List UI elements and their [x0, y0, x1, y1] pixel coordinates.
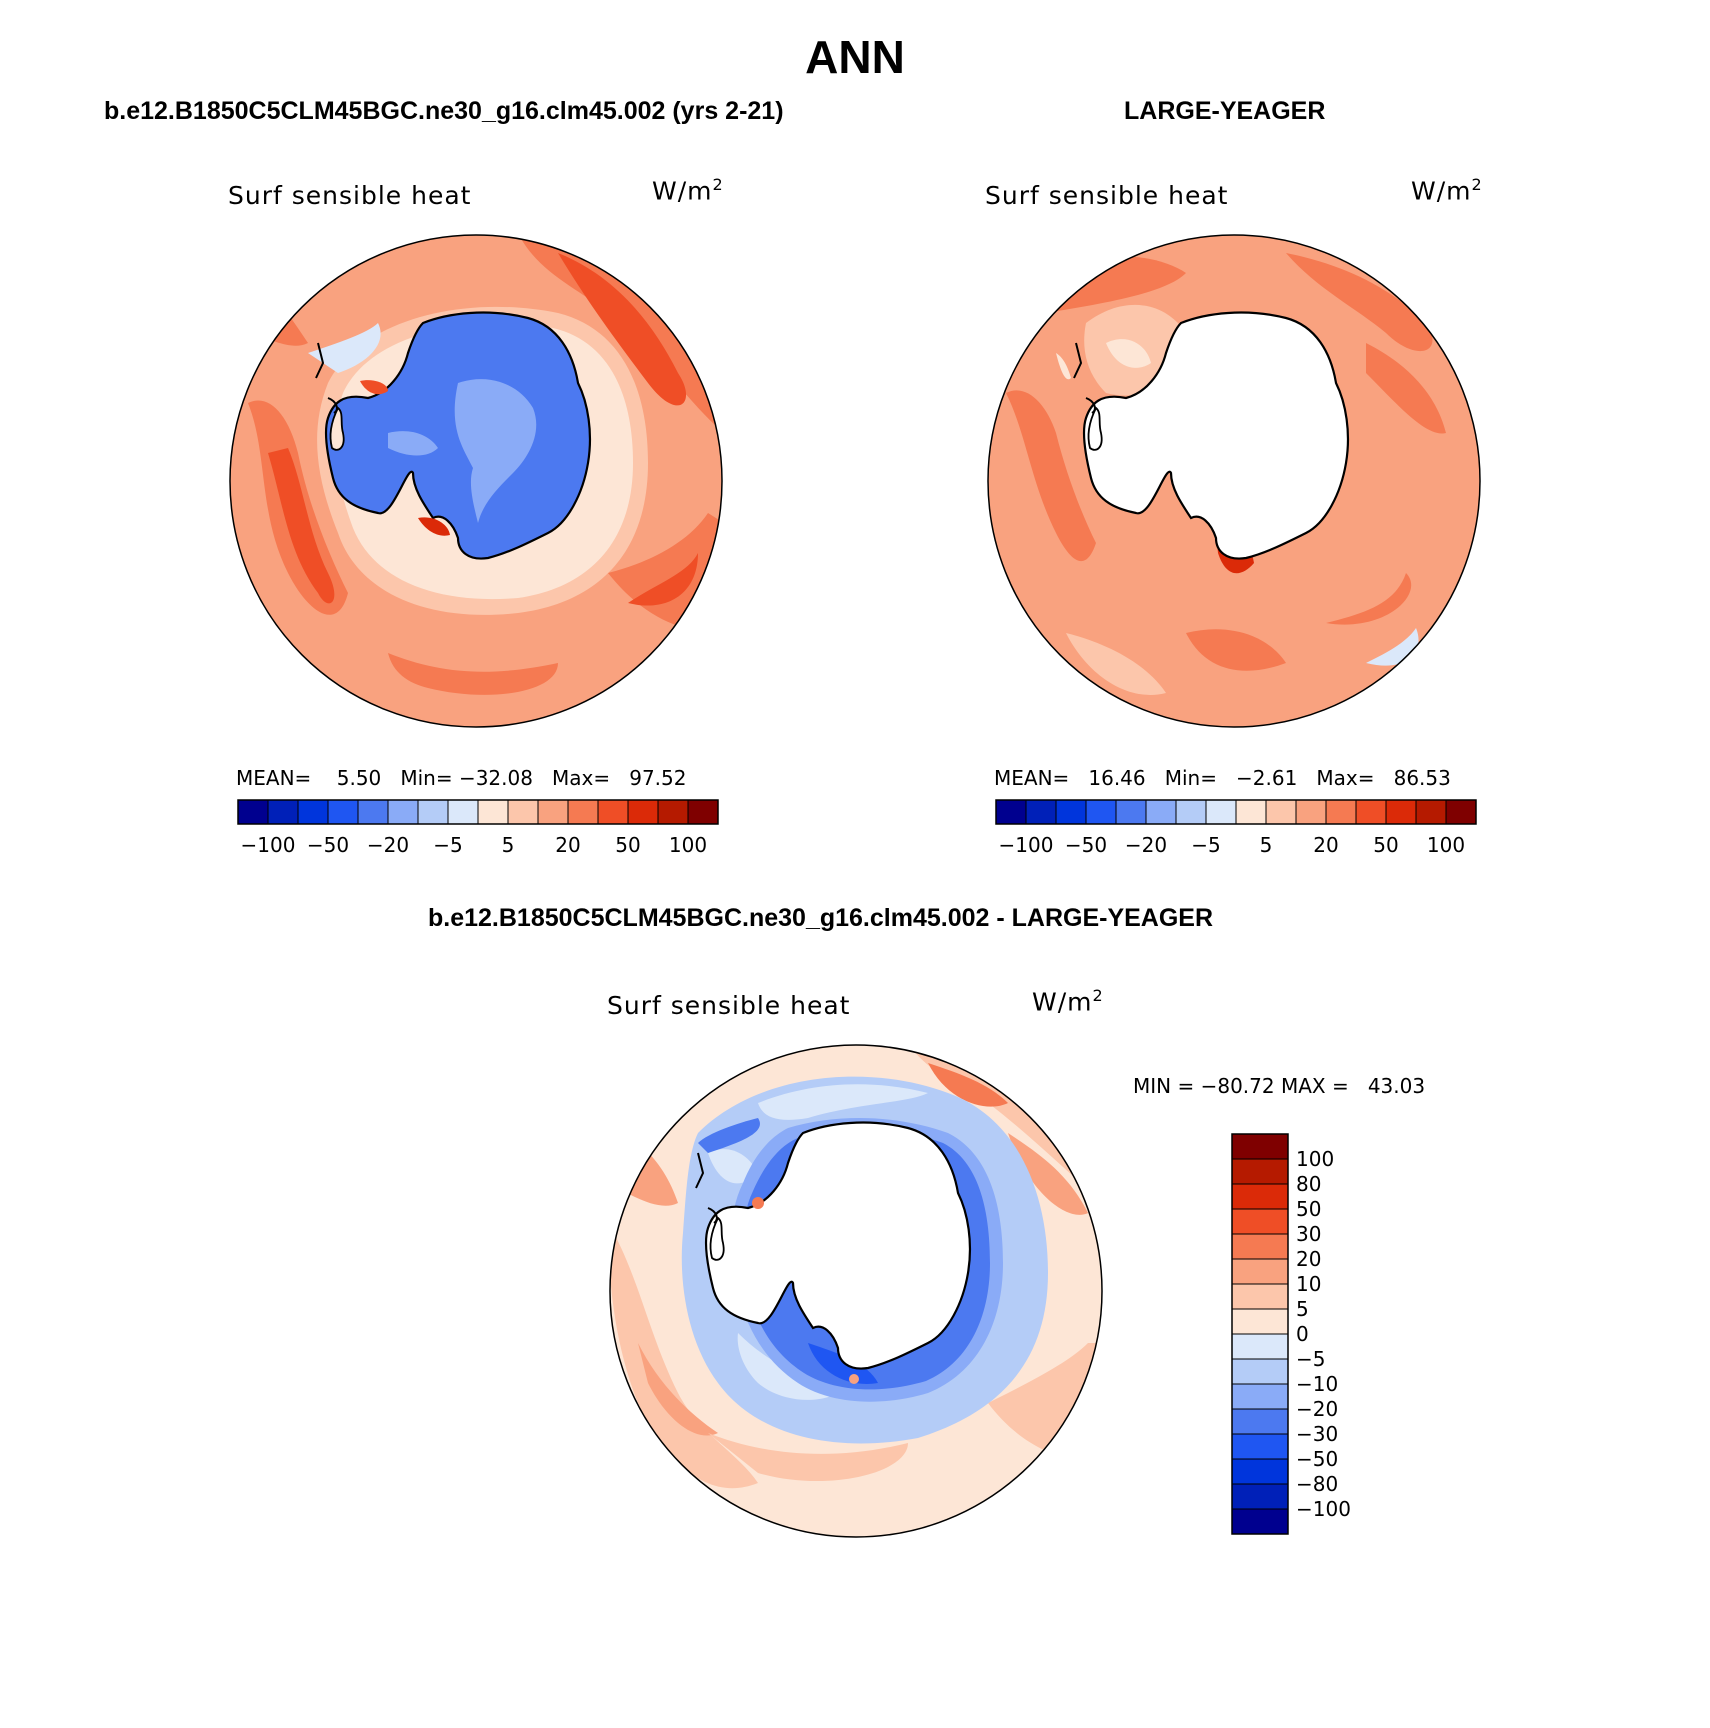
colorbar-tick-label: 30	[1296, 1222, 1321, 1246]
colorbar-cell	[327, 799, 359, 825]
colorbar-cell	[1231, 1358, 1289, 1385]
colorbar-tick-label: −100	[999, 833, 1054, 857]
colorbar-tick-label: 20	[1313, 833, 1338, 857]
colorbar-cell	[447, 799, 479, 825]
panel1-polar-map	[229, 234, 723, 728]
panel3-stats: MIN = −80.72 MAX = 43.03	[1133, 1074, 1426, 1098]
colorbar-cell	[507, 799, 539, 825]
colorbar-cell	[417, 799, 449, 825]
colorbar-cell	[1231, 1483, 1289, 1510]
colorbar-cell	[1445, 799, 1477, 825]
colorbar-tick-label: 0	[1296, 1322, 1309, 1346]
colorbar-cell	[995, 799, 1027, 825]
colorbar-cell	[537, 799, 569, 825]
colorbar-cell	[1231, 1208, 1289, 1235]
colorbar-cell	[1385, 799, 1417, 825]
colorbar-cell	[1231, 1333, 1289, 1360]
colorbar-cell	[1231, 1258, 1289, 1285]
figure-title: ANN	[805, 31, 905, 83]
colorbar-cell	[1295, 799, 1327, 825]
colorbar-tick-label: −20	[1296, 1397, 1338, 1421]
panel1-case-title: b.e12.B1850C5CLM45BGC.ne30_g16.clm45.002…	[104, 97, 784, 125]
colorbar-tick-label: −50	[307, 833, 349, 857]
colorbar-tick-label: −5	[1296, 1347, 1325, 1371]
panel2-case-title: LARGE-YEAGER	[1124, 97, 1326, 125]
colorbar-tick-label: 5	[502, 833, 515, 857]
colorbar-cell	[387, 799, 419, 825]
colorbar-tick-label: 5	[1260, 833, 1273, 857]
colorbar-tick-label: −50	[1296, 1447, 1338, 1471]
colorbar-cell	[1231, 1383, 1289, 1410]
colorbar-cell	[1231, 1158, 1289, 1185]
colorbar-cell	[237, 799, 269, 825]
colorbar-tick-label: 100	[1427, 833, 1465, 857]
colorbar-cell	[1231, 1233, 1289, 1260]
colorbar-cell	[1231, 1308, 1289, 1335]
colorbar-tick-label: −50	[1065, 833, 1107, 857]
colorbar-tick-label: 50	[615, 833, 640, 857]
panel2-stats: MEAN= 16.46 Min= −2.61 Max= 86.53	[994, 766, 1451, 790]
panel1-units-label: W/m2	[652, 175, 724, 206]
colorbar-cell	[1231, 1133, 1289, 1160]
colorbar-tick-label: 80	[1296, 1172, 1321, 1196]
colorbar-tick-label: −5	[433, 833, 462, 857]
colorbar-cell	[567, 799, 599, 825]
colorbar-tick-label: 50	[1296, 1197, 1321, 1221]
panel2-units-label: W/m2	[1411, 175, 1483, 206]
colorbar-tick-label: −30	[1296, 1422, 1338, 1446]
colorbar-tick-label: 10	[1296, 1272, 1321, 1296]
colorbar-cell	[1325, 799, 1357, 825]
colorbar-cell	[1175, 799, 1207, 825]
colorbar-cell	[1025, 799, 1057, 825]
panel2-colorbar: −100 −50 −20 −5 5 20 50 100	[995, 799, 1477, 857]
colorbar-cell	[1231, 1433, 1289, 1460]
panel2-variable-label: Surf sensible heat	[985, 181, 1229, 210]
colorbar-cell	[297, 799, 329, 825]
colorbar-tick-label: 5	[1296, 1297, 1309, 1321]
colorbar-cell	[1231, 1508, 1289, 1535]
panel1-colorbar: −100 −50 −20 −5 5 20 50 100	[237, 799, 719, 857]
panel3-variable-label: Surf sensible heat	[607, 991, 851, 1020]
colorbar-cell	[267, 799, 299, 825]
colorbar-cell	[1265, 799, 1297, 825]
colorbar-cell	[1231, 1283, 1289, 1310]
colorbar-tick-label: 50	[1373, 833, 1398, 857]
colorbar-cell	[627, 799, 659, 825]
colorbar-tick-label: −80	[1296, 1472, 1338, 1496]
colorbar-tick-label: −100	[1296, 1497, 1351, 1521]
colorbar-cell	[657, 799, 689, 825]
colorbar-cell	[1235, 799, 1267, 825]
colorbar-tick-label: −100	[241, 833, 296, 857]
colorbar-tick-label: 100	[1296, 1147, 1334, 1171]
panel3-case-title: b.e12.B1850C5CLM45BGC.ne30_g16.clm45.002…	[428, 904, 1214, 932]
colorbar-tick-label: 100	[669, 833, 707, 857]
colorbar-cell	[1145, 799, 1177, 825]
colorbar-tick-label: 20	[1296, 1247, 1321, 1271]
colorbar-tick-label: −20	[1125, 833, 1167, 857]
colorbar-cell	[1355, 799, 1387, 825]
colorbar-tick-label: 20	[555, 833, 580, 857]
colorbar-cell	[1231, 1183, 1289, 1210]
panel1-stats: MEAN= 5.50 Min= −32.08 Max= 97.52	[236, 766, 687, 790]
colorbar-cell	[1231, 1408, 1289, 1435]
panel3-polar-map	[609, 1044, 1103, 1538]
panel1-variable-label: Surf sensible heat	[228, 181, 472, 210]
colorbar-cell	[1085, 799, 1117, 825]
colorbar-cell	[1115, 799, 1147, 825]
colorbar-cell	[477, 799, 509, 825]
colorbar-cell	[1231, 1458, 1289, 1485]
colorbar-cell	[1055, 799, 1087, 825]
colorbar-cell	[597, 799, 629, 825]
panel2-polar-map	[987, 234, 1481, 728]
colorbar-cell	[687, 799, 719, 825]
colorbar-cell	[1205, 799, 1237, 825]
colorbar-tick-label: −5	[1191, 833, 1220, 857]
colorbar-tick-label: −10	[1296, 1372, 1338, 1396]
colorbar-cell	[357, 799, 389, 825]
panel3-units-label: W/m2	[1032, 986, 1104, 1017]
colorbar-cell	[1415, 799, 1447, 825]
colorbar-tick-label: −20	[367, 833, 409, 857]
